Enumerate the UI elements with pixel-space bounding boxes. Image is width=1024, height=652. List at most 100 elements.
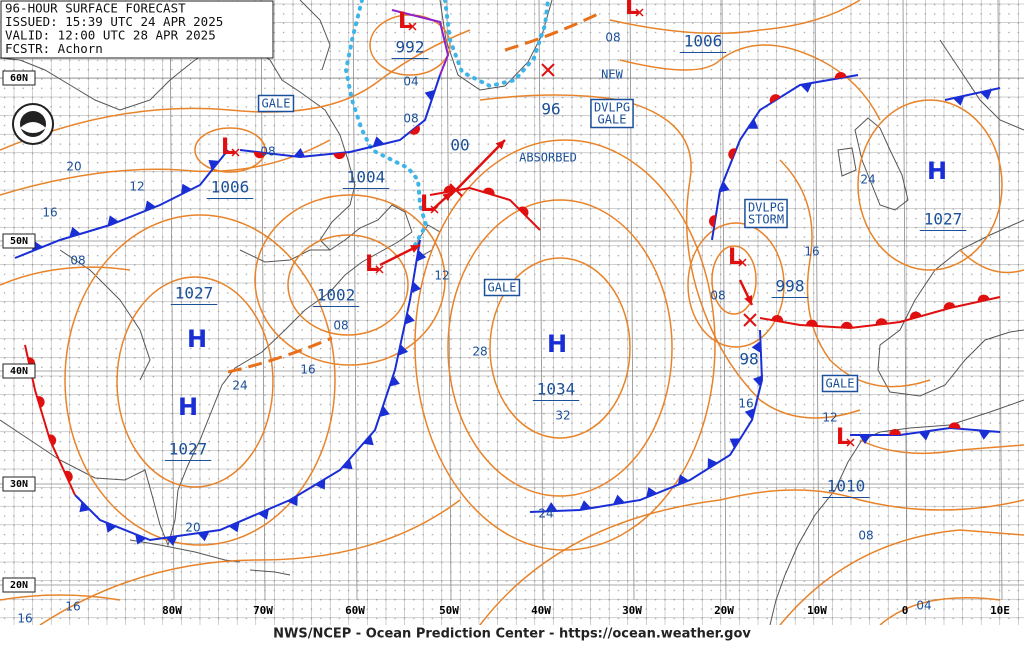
warm-front-semicircle [771,315,784,323]
low-symbol: L [625,0,639,20]
low-cross [430,205,439,214]
lon-label: 10W [807,604,827,617]
low-symbol: L [728,245,742,270]
isobar-label: 24 [232,379,247,393]
lat-label: 30N [10,479,28,490]
isobar-label: 24 [538,507,553,521]
cold-front-triangle [707,458,718,469]
troughs [227,10,603,374]
cold-front-triangle [751,340,761,353]
meridian [814,0,820,601]
cold-front-triangle [613,494,625,505]
high-symbol: H [547,330,567,358]
cold-front-triangle [747,118,759,129]
high-symbol: H [187,325,207,353]
footer: NWS/NCEP - Ocean Prediction Center - htt… [273,627,751,642]
isobar-label: 16 [17,612,32,626]
isobar-label: 12 [129,180,144,194]
warm-front-semicircle [889,429,901,435]
cold-front-triangle [135,534,147,545]
warm-front-semicircle [875,318,888,325]
lon-label: 20W [714,604,734,617]
ice-edge [343,0,550,247]
forecast-position [541,63,555,77]
header-line: FCSTR: Achorn [5,41,103,56]
central-pressure: 1010 [827,477,866,496]
lat-label: 20N [10,580,28,591]
isobar-label: 08 [260,145,275,159]
cold-front-triangle [287,495,298,507]
warning-text: DVLPG [748,201,784,215]
warning-box-frame [483,278,521,297]
central-pressure: 992 [396,38,425,57]
cold-front-triangle [753,375,764,387]
header-line: ISSUED: 15:39 UTC 24 APR 2025 [5,14,223,29]
track-arrow-head [410,245,420,253]
fronts [14,9,1001,546]
cold-front-triangle [69,226,81,238]
isobar-label: 16 [804,245,819,259]
occluded-front [391,9,450,76]
warm-front-semicircle [840,321,853,329]
low-symbol: L [365,252,379,277]
cold-front-triangle [411,281,421,294]
lat-label-box [2,363,36,379]
warm-front-semicircle [36,396,45,408]
track-arrow-head [495,140,505,150]
cold-front-triangle [416,249,427,262]
warning-box: GALE [257,94,295,113]
lat-label-box [2,70,36,86]
warm-front-semicircle [409,125,420,135]
cold-front-triangle [579,500,592,511]
cold-front-triangle [208,159,220,171]
isobar-label: 16 [65,600,80,614]
cold-front-triangle [918,430,931,441]
isobar-label: 08 [403,112,418,126]
warm-front-semicircle [769,94,781,104]
warning-text: GALE [262,97,291,111]
central-pressure: 1002 [317,286,356,305]
cold-front-triangle [398,344,409,356]
cold-front-triangle [859,435,871,444]
warm-front-semicircle [977,294,990,302]
cold-front-triangle [952,95,965,106]
cold-front-triangle [800,82,813,93]
meridian [538,0,544,601]
warning-text: STORM [748,213,784,227]
isobar-label: 04 [916,599,931,613]
lon-label: 80W [162,604,182,617]
low-cross [231,148,240,157]
cold-front-triangle [677,474,689,485]
lat-label-box [2,233,36,249]
lon-label: 10E [990,604,1010,617]
isobar-label: 28 [472,345,487,359]
cold-front-triangle [545,502,558,512]
note: 96 [541,100,560,119]
cold-front-triangle [404,312,415,325]
cold-front-triangle [980,89,992,100]
lat-label-box [2,577,36,593]
central-pressure: 998 [776,277,805,296]
warning-text: GALE [598,113,627,127]
cold-front-triangle [228,521,240,533]
cold-front-triangle [314,478,326,490]
track-arrow-head [442,192,452,202]
central-pressure: 1004 [347,168,386,187]
front-line [14,149,229,259]
warning-box-frame [744,198,788,229]
warm-front-semicircle [64,470,73,483]
isobar-label: 20 [66,160,81,174]
central-pressure: 1027 [175,284,214,303]
meridian [169,0,175,601]
low-cross [635,8,644,17]
low-cross [375,265,384,274]
isobar-label: 24 [860,173,875,187]
cold-front-triangle [144,200,156,212]
central-pressure: 1027 [924,210,963,229]
low-symbol: L [420,192,434,217]
cold-front-triangle [197,531,210,542]
meridian [902,0,908,601]
